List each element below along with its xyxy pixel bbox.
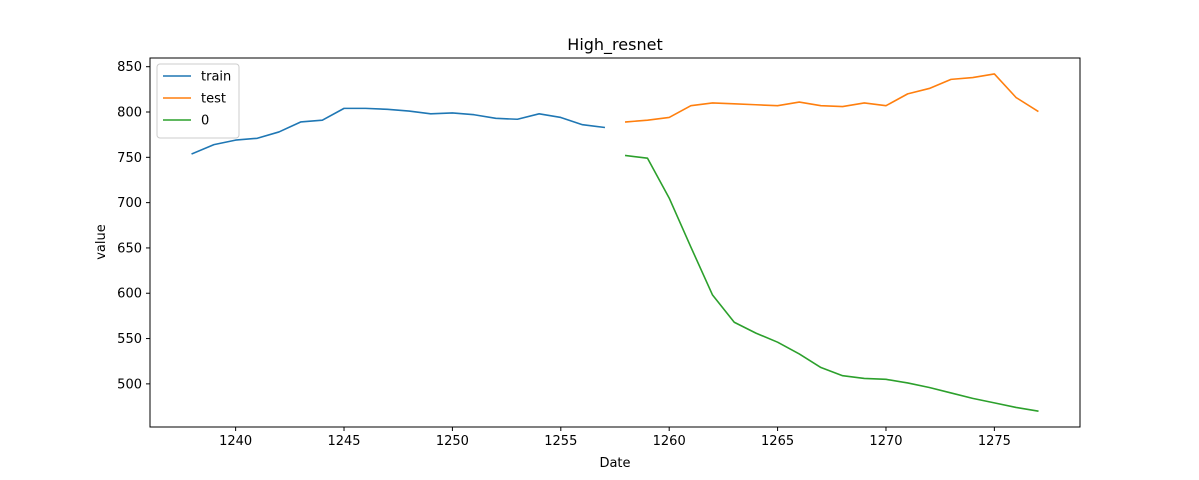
y-tick-label: 850: [117, 60, 142, 75]
x-tick-label: 1265: [761, 434, 794, 449]
x-tick-label: 1275: [978, 434, 1011, 449]
legend-label: test: [201, 92, 226, 107]
x-axis: 1240 1245 1250 1255 1260 1265 1270 1275: [219, 427, 1011, 449]
series-line-zero: [624, 154, 1039, 412]
series-group: [191, 73, 1039, 412]
y-tick-label: 550: [117, 332, 142, 347]
series-line-train: [191, 107, 606, 155]
y-tick-label: 600: [117, 287, 142, 302]
legend-label: 0: [201, 114, 209, 129]
x-tick-label: 1270: [869, 434, 902, 449]
y-axis: 500 550 600 650 700 750 800 850: [117, 60, 150, 392]
series-line-test: [624, 73, 1039, 123]
y-tick-label: 750: [117, 151, 142, 166]
y-tick-label: 700: [117, 196, 142, 211]
y-tick-label: 500: [117, 377, 142, 392]
chart-title: High_resnet: [567, 35, 662, 55]
legend: train test 0: [156, 63, 240, 139]
x-tick-label: 1250: [436, 434, 469, 449]
x-tick-label: 1240: [219, 434, 252, 449]
x-tick-label: 1245: [327, 434, 360, 449]
y-axis-label: value: [94, 224, 109, 260]
y-tick-label: 800: [117, 106, 142, 121]
x-tick-label: 1255: [544, 434, 577, 449]
plot-frame: [149, 57, 1081, 428]
x-tick-label: 1260: [653, 434, 686, 449]
legend-label: train: [201, 70, 231, 85]
y-tick-label: 650: [117, 241, 142, 256]
x-axis-label: Date: [599, 456, 630, 471]
